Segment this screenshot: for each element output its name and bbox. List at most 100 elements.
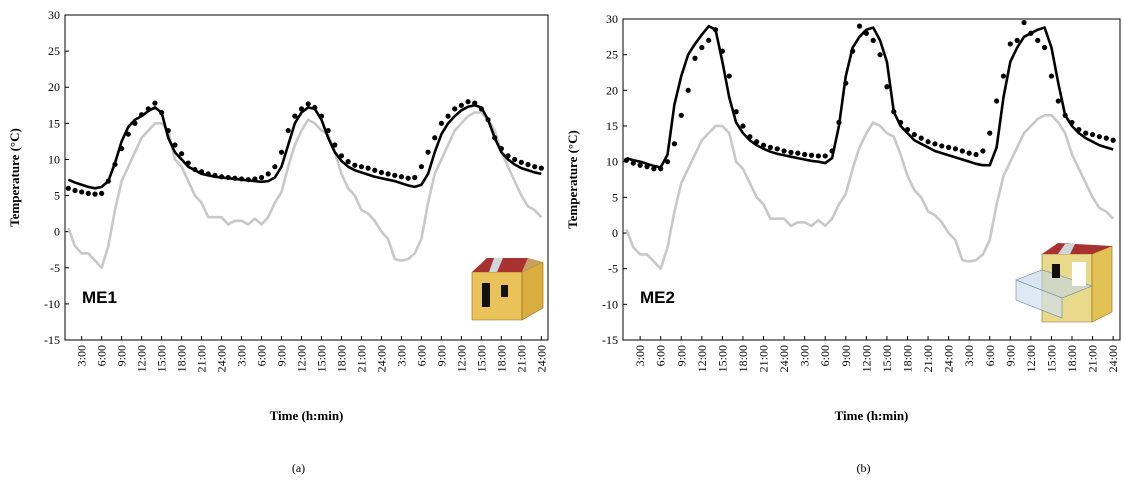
data-point <box>1076 126 1082 133</box>
data-point <box>245 177 251 183</box>
data-point <box>692 55 698 61</box>
data-point <box>925 139 931 145</box>
data-point <box>815 153 821 159</box>
annotation: ME2 <box>640 288 675 307</box>
data-point <box>232 175 238 181</box>
data-point <box>1000 73 1007 79</box>
data-point <box>445 113 451 119</box>
x-tick-label: 21:00 <box>921 345 935 372</box>
data-point <box>829 148 835 154</box>
y-tick-label: 20 <box>48 80 60 94</box>
data-point <box>946 144 952 150</box>
data-point <box>637 162 643 168</box>
x-tick-label: 9:00 <box>434 345 448 366</box>
data-point <box>505 153 511 159</box>
x-tick-label: 21:00 <box>354 345 368 372</box>
data-point <box>325 127 331 134</box>
data-point <box>685 87 691 93</box>
y-tick-label: 15 <box>48 116 60 130</box>
x-tick-label: 24:00 <box>777 345 791 372</box>
data-point <box>856 23 863 29</box>
data-point <box>492 135 498 141</box>
x-tick-label: 12:00 <box>1024 345 1038 372</box>
y-tick-label: 25 <box>606 48 618 62</box>
x-tick-label: 15:00 <box>155 345 169 372</box>
data-point <box>472 100 478 106</box>
data-point <box>465 99 471 105</box>
data-point <box>119 146 125 152</box>
plot-frame <box>622 18 1121 341</box>
data-point <box>918 135 924 141</box>
data-point <box>512 156 518 163</box>
y-axis-title: Temperature (°C) <box>7 128 22 227</box>
data-point <box>412 174 418 181</box>
x-axis-title: Time (h:min) <box>270 408 344 423</box>
data-point <box>398 174 405 180</box>
data-point <box>72 187 78 194</box>
data-point <box>1110 137 1116 143</box>
data-point <box>712 27 719 33</box>
data-point <box>911 131 917 138</box>
data-point <box>740 123 746 129</box>
data-point <box>498 146 504 152</box>
data-point <box>218 174 225 180</box>
data-point <box>1041 44 1048 51</box>
data-point <box>192 166 198 173</box>
x-axis-title: Time (h:min) <box>835 408 909 423</box>
data-point <box>92 191 98 197</box>
data-point <box>932 141 938 147</box>
x-tick-label: 12:00 <box>695 345 709 372</box>
data-point <box>959 148 965 154</box>
data-point <box>332 142 338 148</box>
annotation: ME1 <box>82 288 117 307</box>
data-point <box>1021 19 1027 26</box>
y-tick-label: 5 <box>612 190 618 204</box>
x-tick-label: 6:00 <box>983 345 997 366</box>
x-tick-label: 6:00 <box>255 345 269 366</box>
y-tick-label: 15 <box>606 119 618 133</box>
x-tick-label: 24:00 <box>1106 345 1120 372</box>
data-point <box>185 160 191 166</box>
x-tick-label: 12:00 <box>135 345 149 372</box>
data-point <box>205 171 211 177</box>
data-point <box>525 161 531 168</box>
data-point <box>952 146 959 152</box>
x-tick-label: 9:00 <box>839 345 853 366</box>
x-tick-label: 3:00 <box>798 345 812 366</box>
data-point <box>1014 37 1020 44</box>
plot-frame <box>64 14 549 341</box>
data-point <box>850 48 856 54</box>
data-point <box>265 171 271 177</box>
data-point <box>532 164 538 170</box>
data-point <box>159 109 165 116</box>
data-point <box>781 148 787 154</box>
house-icon <box>471 258 544 321</box>
data-line <box>67 111 543 270</box>
data-point <box>385 171 391 177</box>
y-tick-label: -15 <box>44 333 60 347</box>
x-tick-label: 18:00 <box>494 345 508 372</box>
data-point <box>238 176 245 182</box>
data-point <box>774 146 780 152</box>
data-point <box>870 37 876 44</box>
x-tick-label: 3:00 <box>235 345 249 366</box>
data-point <box>405 175 411 181</box>
y-tick-label: -10 <box>44 297 60 311</box>
x-tick-label: 18:00 <box>1065 345 1079 372</box>
data-point <box>518 159 524 165</box>
data-point <box>767 144 773 150</box>
data-point <box>1062 112 1068 118</box>
data-line <box>67 103 542 190</box>
data-point <box>630 160 636 166</box>
data-point <box>808 152 815 158</box>
data-point <box>105 178 111 184</box>
data-point <box>225 174 231 181</box>
data-point <box>884 84 890 90</box>
data-point <box>318 113 325 119</box>
data-point <box>458 102 464 108</box>
data-point <box>1096 134 1103 140</box>
x-tick-label: 24:00 <box>534 345 548 372</box>
x-tick-label: 21:00 <box>757 345 771 372</box>
x-tick-label: 9:00 <box>674 345 688 366</box>
x-tick-label: 15:00 <box>880 345 894 372</box>
